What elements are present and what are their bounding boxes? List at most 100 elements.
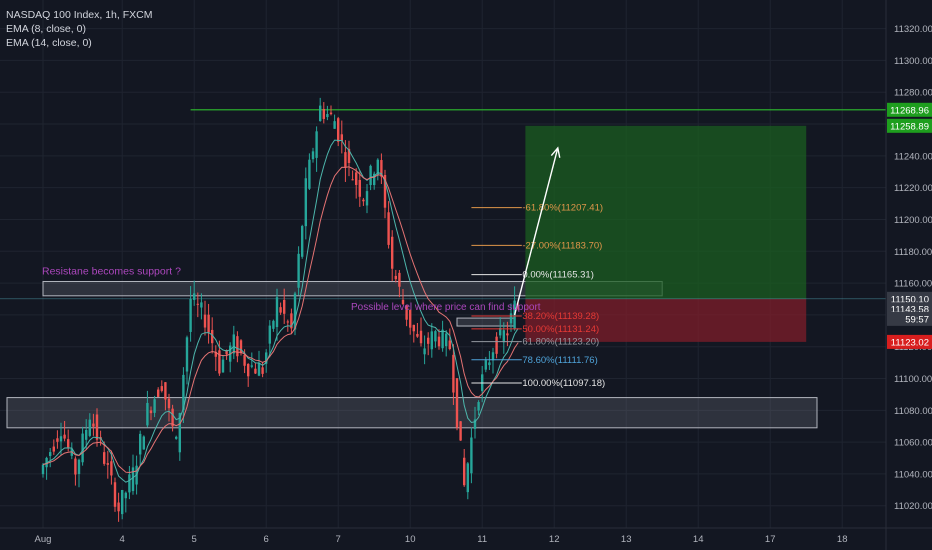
price-tag-label: 59:57 [905, 314, 929, 325]
candle-body [41, 464, 45, 475]
candle [146, 390, 149, 428]
candle-body [351, 179, 354, 181]
price-tag: 11258.89 [887, 118, 932, 133]
candle [470, 427, 473, 484]
candle [297, 246, 300, 296]
candle-body [509, 313, 513, 324]
candle-body [470, 437, 473, 474]
candle-body [463, 457, 466, 486]
candle [178, 412, 181, 461]
candle-body [459, 421, 462, 441]
candle [175, 435, 178, 440]
candle-body [121, 490, 124, 515]
candle-body [52, 446, 55, 452]
candle [333, 114, 336, 129]
candle [268, 320, 271, 358]
candle-body [128, 474, 131, 493]
candle-body [232, 334, 235, 354]
candle-body [362, 199, 365, 202]
candle [272, 319, 275, 332]
candle-body [434, 331, 437, 342]
candle [185, 335, 189, 385]
candle-body [290, 313, 293, 329]
candle-body [409, 309, 412, 328]
time-tick-label: 14 [693, 534, 704, 545]
candle [193, 280, 196, 306]
candle [63, 420, 66, 442]
candle [409, 309, 412, 335]
candle-body [250, 365, 253, 367]
price-tick-label: 11020.00 [894, 501, 932, 512]
candle-body [347, 148, 351, 163]
candle-body [445, 333, 448, 347]
candle-body [265, 352, 268, 364]
price-tag-box [887, 311, 932, 326]
candle-body [139, 433, 142, 455]
candle-body [106, 463, 109, 465]
price-tag: 59:57 [887, 311, 932, 326]
candle-body [124, 492, 127, 499]
price-tick-label: 11220.00 [894, 183, 932, 194]
candle [412, 324, 415, 343]
candle [117, 492, 120, 522]
price-tick-label: 11100.00 [894, 374, 932, 385]
candle [49, 447, 52, 468]
candle-body [81, 433, 84, 463]
candle [311, 147, 315, 163]
fib-level: -61.80%(11207.41) [471, 203, 603, 214]
fib-level-label: 100.00%(11097.18) [522, 378, 605, 389]
ema8-label[interactable]: EMA (8, close, 0) [6, 23, 86, 35]
candle [139, 430, 142, 467]
candle [221, 355, 225, 373]
candle-body [405, 305, 408, 320]
candle-body [322, 108, 325, 119]
candle-body [326, 114, 329, 118]
candle [416, 323, 419, 338]
price-tick-label: 11200.00 [894, 215, 932, 226]
candle-body [394, 275, 397, 280]
candle [488, 350, 491, 370]
candle [70, 442, 73, 460]
candle [463, 449, 466, 487]
candle-body [311, 151, 315, 160]
candle-body [149, 410, 153, 414]
price-tick-label: 11060.00 [894, 438, 932, 449]
time-tick-label: 13 [621, 534, 632, 545]
candle [358, 170, 361, 207]
candle-body [268, 325, 271, 344]
candle [398, 269, 401, 298]
arrow-shaft [513, 147, 559, 316]
candle [157, 387, 160, 397]
candle [88, 413, 91, 438]
price-axis: 11020.00 11040.00 11060.00 11080.00 11100.00… [887, 24, 932, 512]
time-tick-label: 5 [192, 534, 197, 545]
fib-level: 78.60%(11111.76) [471, 355, 598, 366]
candle-body [214, 351, 217, 357]
candle-body [167, 398, 171, 409]
candle-body [297, 253, 300, 288]
candle [45, 456, 48, 480]
candle [279, 302, 282, 315]
time-tick-label: 4 [120, 534, 125, 545]
symbol-label[interactable]: NASDAQ 100 Index, 1h, FXCM [6, 9, 153, 21]
candle-body [337, 118, 340, 142]
candle-body [225, 349, 228, 355]
candle-body [383, 174, 387, 208]
candle [77, 458, 81, 488]
candle-body [171, 408, 174, 427]
time-tick-label: 12 [549, 534, 560, 545]
candle-body [200, 302, 203, 308]
candle [81, 426, 84, 466]
candle-body [92, 423, 95, 427]
candle [229, 342, 232, 373]
candle [322, 102, 325, 124]
price-tag-label: 11123.02 [891, 337, 929, 348]
candle-body [419, 330, 423, 344]
fib-level: 61.80%(11123.20) [471, 337, 599, 348]
ema14-label[interactable]: EMA (14, close, 0) [6, 37, 92, 49]
candle-body [380, 160, 383, 177]
candle-body [221, 359, 225, 373]
position-stop-zone [525, 298, 807, 342]
